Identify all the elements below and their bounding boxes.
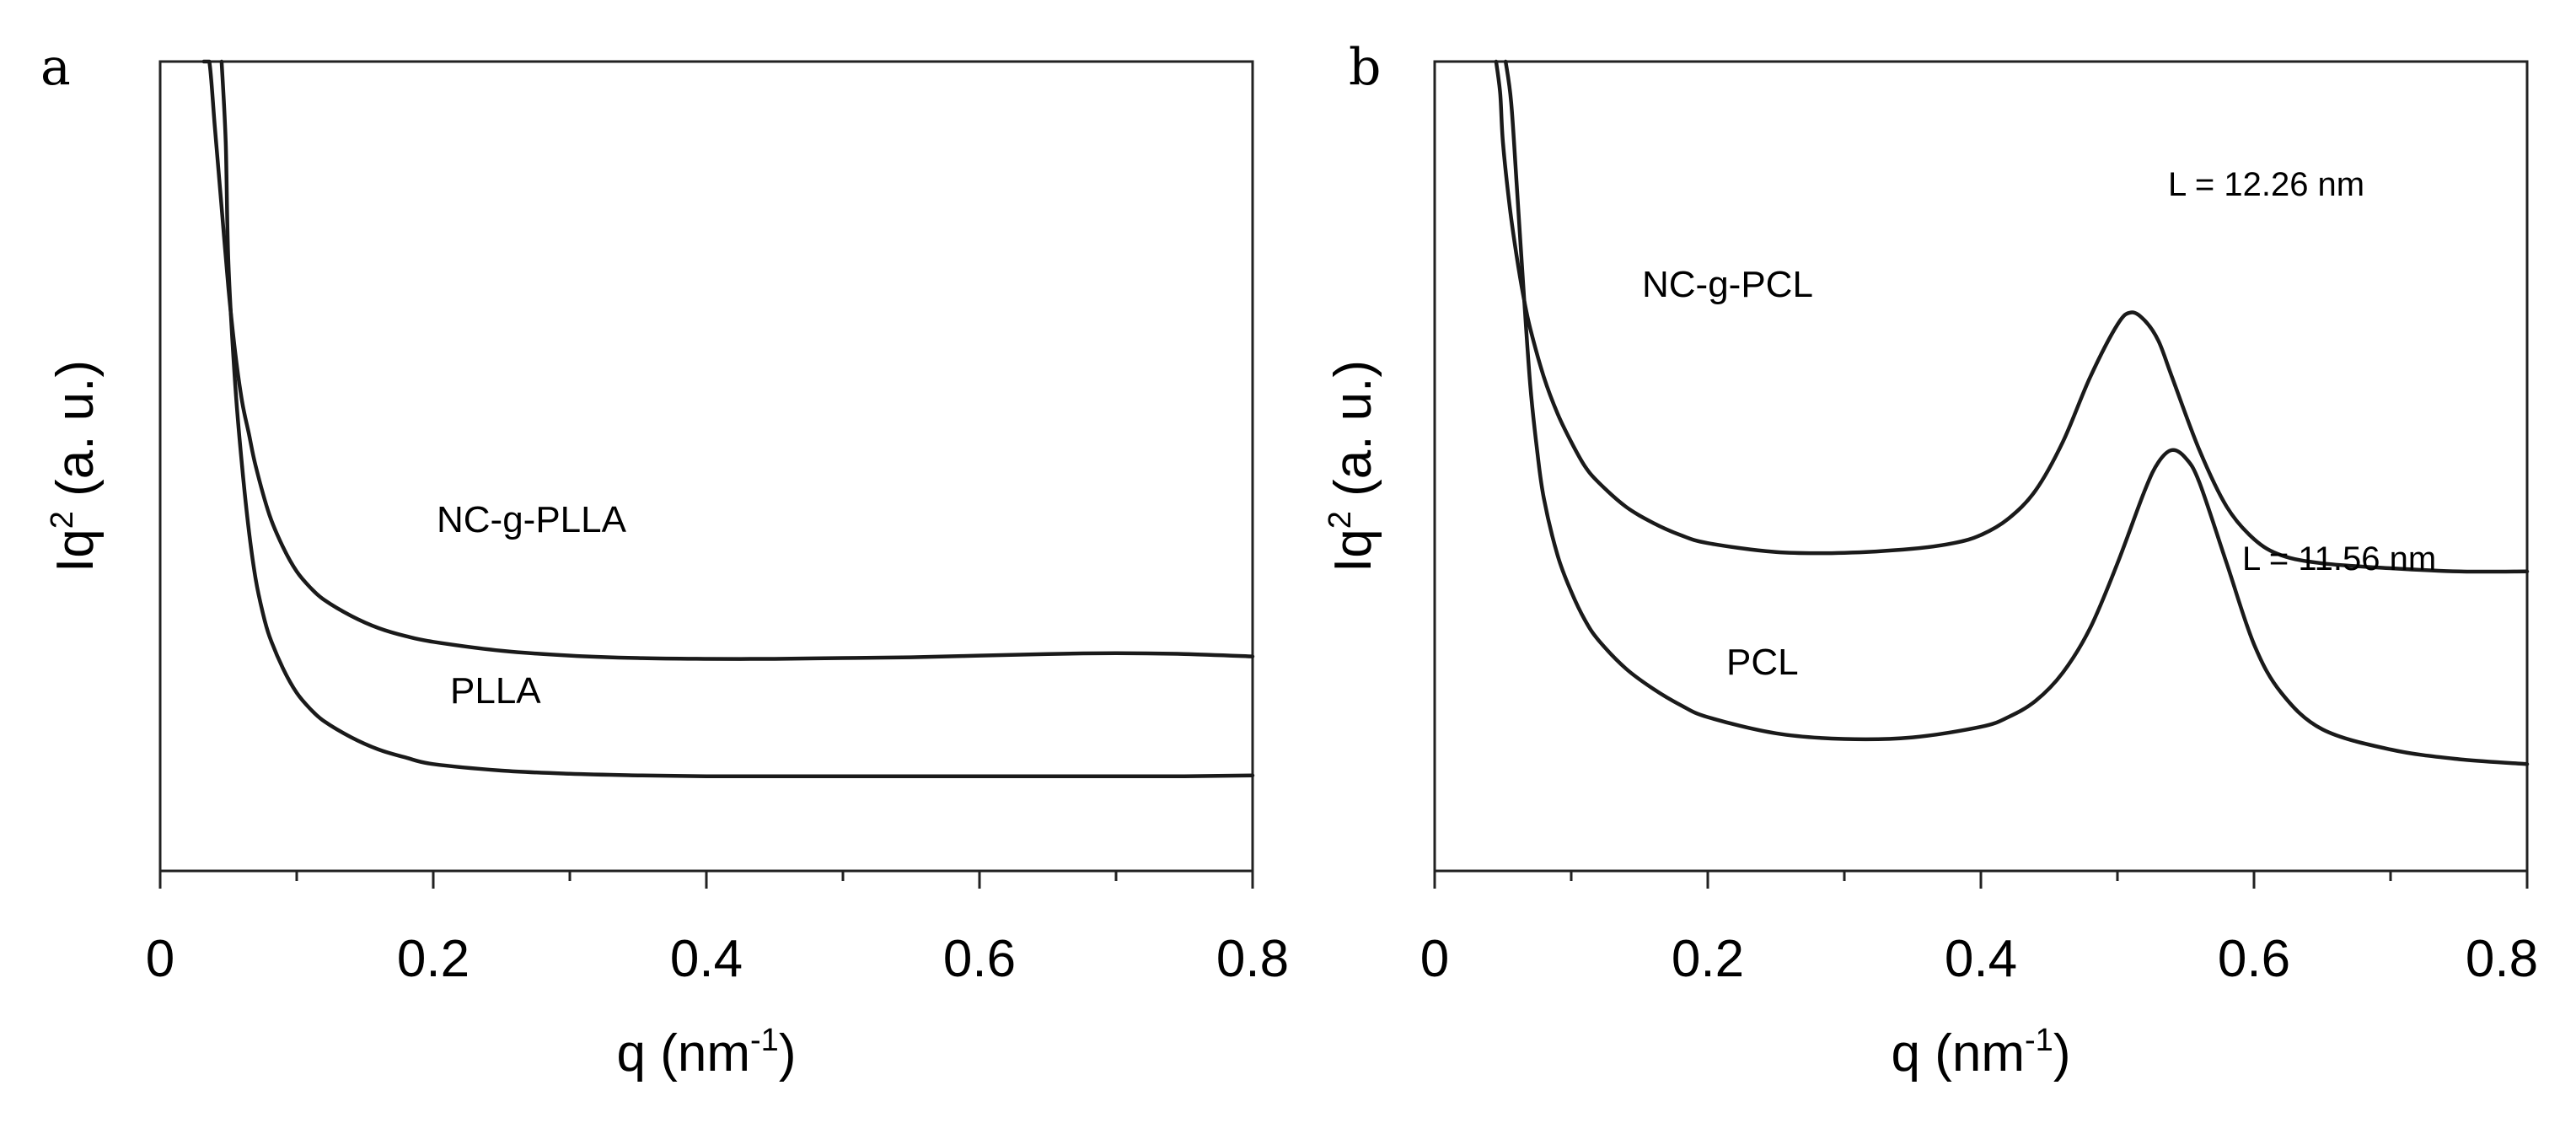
panel-a-series-label-nc-g-plla: NC-g-PLLA [437, 499, 627, 540]
panel-b-x-axis-title: q (nm-1) [1892, 1023, 2071, 1083]
panel-a-y-axis-title: Iq2 (a. u.) [45, 360, 105, 572]
panel-b-series-label-nc-g-pcl: NC-g-PCL [1642, 264, 1813, 305]
panel-a-x-tick-label-2: 0.4 [670, 930, 743, 988]
panel-a-x-tick-labels: 0 0.2 0.4 0.6 0.8 [146, 930, 1289, 988]
panel-b-series-nc-g-pcl-line [1494, 59, 2530, 574]
panel-b-x-ticks [1433, 871, 2529, 889]
panel-a-series-nc-g-plla-line [201, 59, 1255, 661]
panel-b-x-tick-label-0: 0 [1420, 930, 1449, 988]
panel-a-x-tick-label-0: 0 [146, 930, 174, 988]
panel-a: a 0 0.2 0.4 0.6 0.8 q (nm-1) Iq2 (a. u.)… [40, 38, 1289, 1083]
panel-b-x-tick-label-2: 0.4 [1945, 930, 2017, 988]
panel-b-letter: b [1349, 38, 1381, 97]
panel-a-x-ticks [158, 871, 1254, 889]
panel-a-x-tick-label-4: 0.8 [1216, 930, 1289, 988]
panel-a-series-label-plla: PLLA [450, 670, 541, 712]
panel-a-plot-frame [158, 60, 1254, 873]
panel-b-x-tick-label-4: 0.8 [2466, 930, 2538, 988]
panel-b-x-tick-label-1: 0.2 [1672, 930, 1744, 988]
panel-b: b 0 0.2 0.4 0.6 0.8 q (nm-1) Iq2 (a. u.)… [1323, 38, 2538, 1083]
panel-b-series-label-pcl: PCL [1726, 642, 1799, 683]
panel-a-series-plla-line [219, 59, 1255, 778]
panel-b-series-pcl-line [1503, 59, 2530, 766]
panel-b-annotation-l-11-56: L = 11.56 nm [2242, 540, 2436, 578]
panel-a-x-tick-label-1: 0.2 [397, 930, 470, 988]
panel-b-x-tick-labels: 0 0.2 0.4 0.6 0.8 [1420, 930, 2538, 988]
panel-a-letter: a [40, 38, 71, 97]
panel-a-x-axis-title: q (nm-1) [617, 1023, 797, 1083]
panel-a-x-tick-label-3: 0.6 [943, 930, 1016, 988]
panel-b-y-axis-title: Iq2 (a. u.) [1323, 360, 1382, 572]
panel-b-annotation-l-12-26: L = 12.26 nm [2168, 166, 2364, 203]
panel-b-x-tick-label-3: 0.6 [2218, 930, 2290, 988]
